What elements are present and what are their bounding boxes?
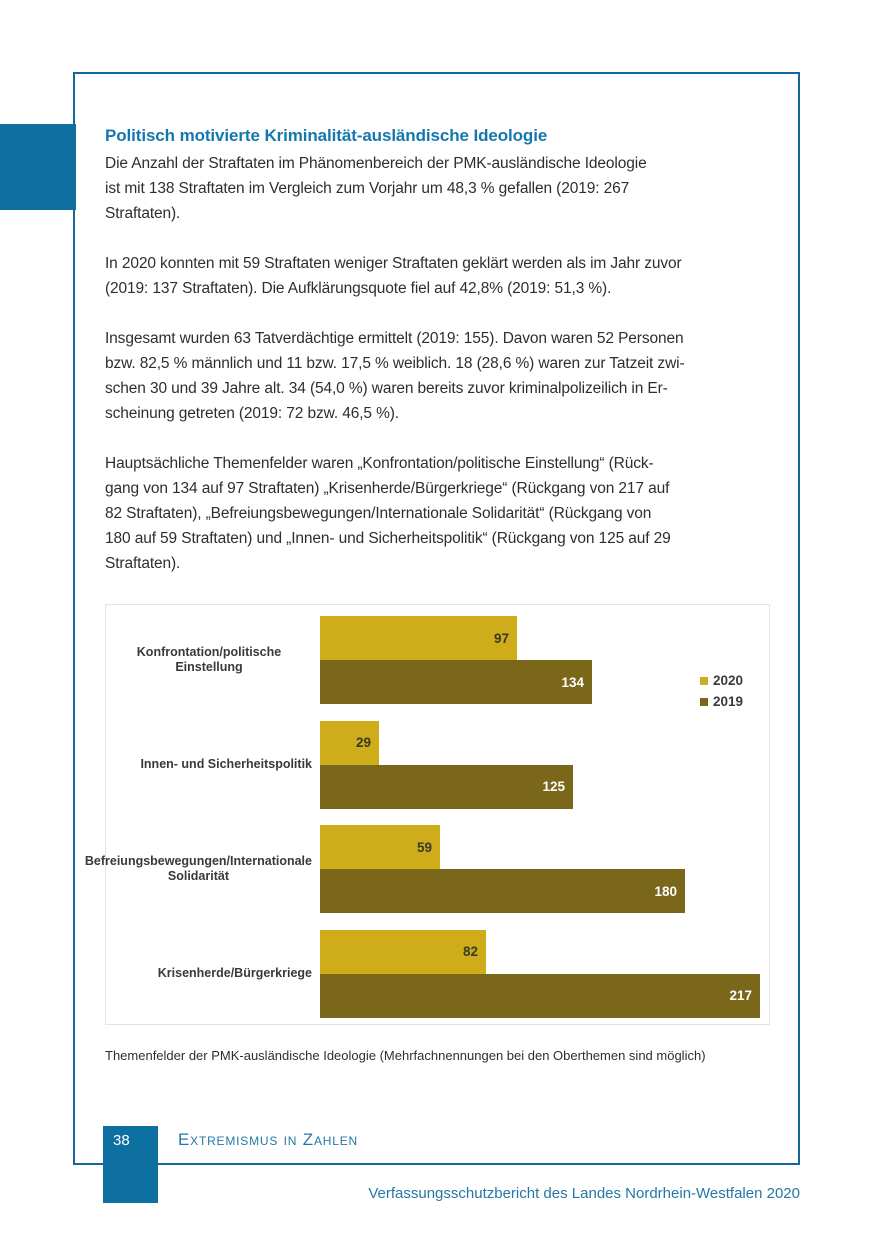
paragraph-line: Straftaten). <box>105 555 181 572</box>
bar-2020: 59 <box>320 825 440 869</box>
category-label-text: Innen- und Sicherheitspolitik <box>140 757 312 771</box>
bar-value-label: 134 <box>561 674 584 690</box>
paragraph-line: Straftaten). <box>105 205 181 222</box>
chart-group: Konfrontation/politische Einstellung 97 13… <box>106 616 769 704</box>
bar-value-label: 59 <box>416 839 432 855</box>
category-label: Innen- und Sicherheitspolitik <box>106 721 312 809</box>
paragraph-line: bzw. 82,5 % männlich und 11 bzw. 17,5 % … <box>105 355 685 372</box>
paragraph-line: schen 30 und 39 Jahre alt. 34 (54,0 %) w… <box>105 380 668 397</box>
paragraph-line: Insgesamt wurden 63 Tatverdächtige ermit… <box>105 330 684 347</box>
bar-value-label: 82 <box>462 944 478 959</box>
legend-swatch-icon <box>700 676 708 685</box>
bar-2020: 82 <box>320 929 486 974</box>
paragraph: Die Anzahl der Straftaten im Phänomenber… <box>105 151 777 226</box>
legend-swatch-icon <box>700 697 708 706</box>
bar-2020: 29 <box>320 720 379 765</box>
paragraph-line: scheinung getreten (2019: 72 bzw. 46,5 %… <box>105 405 399 422</box>
chart-group: Befreiungsbewegungen/Internationale Soli… <box>85 825 769 913</box>
category-label: Befreiungsbewegungen/Internationale Soli… <box>85 825 312 913</box>
legend-label: 2019 <box>713 694 744 709</box>
paragraph-line: (2019: 137 Straftaten). Die Aufklärungsq… <box>105 280 612 297</box>
footer-report-title: Verfassungsschutzbericht des Landes Nord… <box>368 1185 800 1202</box>
category-label: Konfrontation/politische Einstellung <box>106 616 312 704</box>
bar-2019: 217 <box>320 973 760 1018</box>
category-label: Krisenherde/Bürgerkriege <box>106 930 312 1018</box>
paragraph-line: 82 Straftaten), „Befreiungsbewegungen/In… <box>105 505 652 522</box>
bar-value-label: 97 <box>493 630 509 646</box>
paragraph-line: gang von 134 auf 97 Straftaten) „Krisenh… <box>105 480 670 497</box>
bar-2019: 180 <box>320 869 685 913</box>
chapter-tab <box>0 124 76 210</box>
paragraph-line: In 2020 konnten mit 59 Straftaten wenige… <box>105 255 682 272</box>
bar-value-label: 217 <box>729 988 752 1003</box>
bar-2019: 134 <box>320 660 592 704</box>
article: Politisch motivierte Kriminalität-auslän… <box>105 125 777 601</box>
legend-item-2020: 2020 <box>700 670 743 691</box>
bar-value-label: 125 <box>542 779 565 794</box>
paragraph: In 2020 konnten mit 59 Straftaten wenige… <box>105 251 777 301</box>
category-label-text: Krisenherde/Bürgerkriege <box>157 966 312 980</box>
paragraph: Insgesamt wurden 63 Tatverdächtige ermit… <box>105 326 777 426</box>
chart-legend: 2020 2019 <box>700 670 743 712</box>
chart-group: Krisenherde/Bürgerkriege 82 217 <box>106 929 769 1018</box>
paragraph-line: 180 auf 59 Straftaten) und „Innen- und S… <box>105 530 671 547</box>
category-label-text: Konfrontation/politische Einstellung <box>136 645 282 674</box>
section-heading: Politisch motivierte Kriminalität-auslän… <box>105 126 548 145</box>
footer-section-title: Extremismus in Zahlen <box>178 1130 358 1149</box>
bar-2020: 97 <box>320 616 517 660</box>
chart-caption: Themenfelder der PMK-ausländische Ideolo… <box>105 1048 706 1063</box>
body-paragraphs: Die Anzahl der Straftaten im Phänomenber… <box>105 151 777 576</box>
bar-chart: Konfrontation/politische Einstellung 97 13… <box>85 604 770 1025</box>
page-number: 38 <box>113 1132 130 1149</box>
bar-value-label: 29 <box>355 735 371 750</box>
chart-group: Innen- und Sicherheitspolitik 29 125 <box>106 720 769 809</box>
paragraph: Hauptsächliche Themenfelder waren „Konfr… <box>105 451 777 576</box>
bar-value-label: 180 <box>654 883 677 899</box>
category-label-text: Befreiungsbewegungen/Internationale Soli… <box>84 854 312 883</box>
page-number-box: 38 <box>103 1126 158 1203</box>
bar-2019: 125 <box>320 764 573 809</box>
paragraph-line: Die Anzahl der Straftaten im Phänomenber… <box>105 155 647 172</box>
legend-item-2019: 2019 <box>700 691 743 712</box>
legend-label: 2020 <box>713 673 744 688</box>
paragraph-line: ist mit 138 Straftaten im Vergleich zum … <box>105 180 630 197</box>
paragraph-line: Hauptsächliche Themenfelder waren „Konfr… <box>105 455 654 472</box>
